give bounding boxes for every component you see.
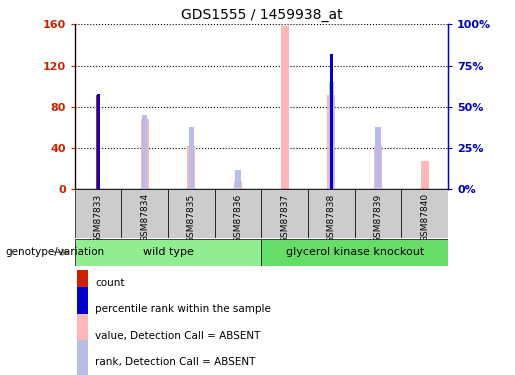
Bar — [421, 160, 428, 189]
Bar — [308, 189, 355, 238]
Text: GSM87840: GSM87840 — [420, 193, 429, 242]
Bar — [77, 261, 88, 305]
Bar — [75, 189, 122, 238]
Bar — [122, 189, 168, 238]
Bar — [215, 189, 261, 238]
Bar — [261, 239, 448, 266]
Text: percentile rank within the sample: percentile rank within the sample — [95, 304, 271, 314]
Bar — [77, 314, 88, 358]
Text: genotype/variation: genotype/variation — [5, 247, 104, 257]
Bar — [234, 181, 242, 189]
Bar — [328, 94, 335, 189]
Bar — [261, 189, 308, 238]
Bar — [187, 146, 195, 189]
Text: GSM87836: GSM87836 — [233, 193, 243, 243]
Bar — [142, 115, 147, 189]
Text: GSM87837: GSM87837 — [280, 193, 289, 243]
Bar — [281, 26, 288, 189]
Bar — [329, 82, 334, 189]
Bar — [141, 119, 149, 189]
Text: value, Detection Call = ABSENT: value, Detection Call = ABSENT — [95, 331, 261, 340]
Bar — [77, 287, 88, 332]
Title: GDS1555 / 1459938_at: GDS1555 / 1459938_at — [181, 8, 342, 22]
Bar — [96, 94, 99, 189]
Text: GSM87835: GSM87835 — [187, 193, 196, 243]
Text: GSM87834: GSM87834 — [140, 193, 149, 242]
Bar — [75, 239, 261, 266]
Bar — [401, 189, 448, 238]
Bar — [168, 189, 215, 238]
Text: GSM87833: GSM87833 — [94, 193, 102, 243]
Text: glycerol kinase knockout: glycerol kinase knockout — [286, 247, 424, 257]
Bar — [96, 94, 100, 189]
Bar — [188, 127, 194, 189]
Text: GSM87838: GSM87838 — [327, 193, 336, 243]
Bar — [355, 189, 401, 238]
Bar — [235, 170, 241, 189]
Text: GSM87839: GSM87839 — [373, 193, 383, 243]
Bar — [375, 127, 381, 189]
Text: count: count — [95, 278, 125, 288]
Bar — [77, 340, 88, 375]
Text: rank, Detection Call = ABSENT: rank, Detection Call = ABSENT — [95, 357, 255, 367]
Bar — [330, 54, 333, 189]
Text: wild type: wild type — [143, 247, 194, 257]
Bar — [374, 146, 382, 189]
